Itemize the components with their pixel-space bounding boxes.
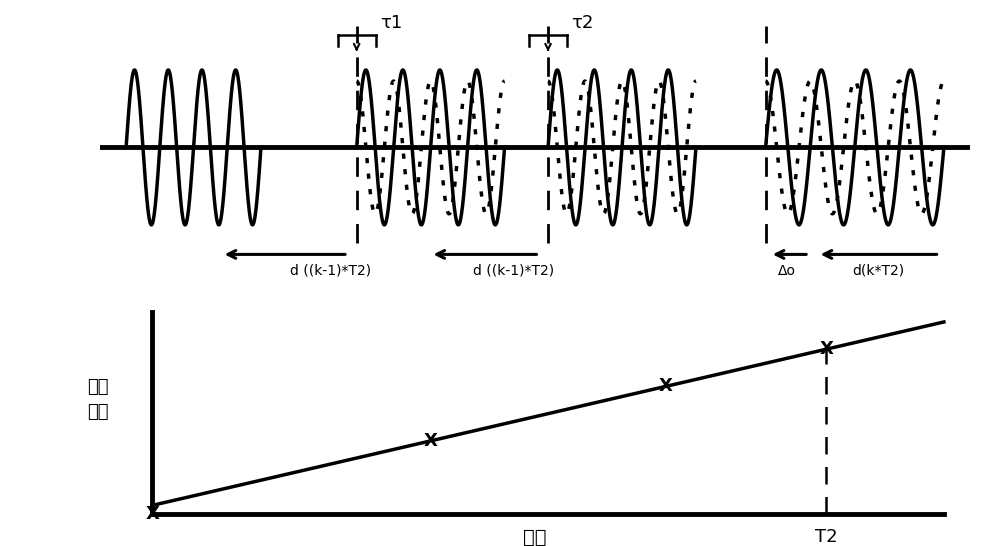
Text: τ2: τ2 (572, 14, 594, 32)
Text: Δo: Δo (778, 264, 796, 278)
Text: T2: T2 (815, 529, 838, 546)
Text: d ((k-1)*T2): d ((k-1)*T2) (290, 264, 371, 278)
Text: 时钟
漂移: 时钟 漂移 (87, 378, 109, 420)
Text: X: X (424, 432, 438, 450)
Text: X: X (659, 377, 672, 395)
Text: d ((k-1)*T2): d ((k-1)*T2) (473, 264, 554, 278)
Text: d(k*T2): d(k*T2) (853, 264, 905, 278)
Text: τ1: τ1 (380, 14, 402, 32)
Text: X: X (145, 505, 159, 523)
Text: X: X (820, 340, 833, 358)
Text: 时间: 时间 (523, 529, 547, 546)
